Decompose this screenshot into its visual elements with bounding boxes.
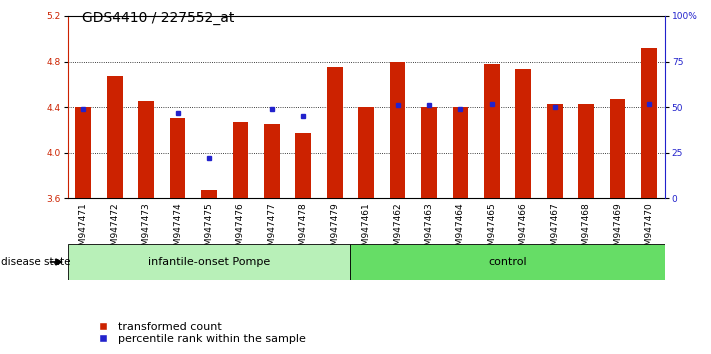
- Text: GSM947468: GSM947468: [582, 202, 591, 257]
- Text: GSM947477: GSM947477: [267, 202, 277, 257]
- Bar: [107, 76, 122, 198]
- Text: GSM947463: GSM947463: [424, 202, 434, 257]
- Text: GSM947474: GSM947474: [173, 202, 182, 257]
- Bar: [170, 119, 186, 198]
- Text: GSM947472: GSM947472: [110, 202, 119, 257]
- Bar: [296, 133, 311, 198]
- Text: GSM947465: GSM947465: [488, 202, 496, 257]
- Text: GSM947478: GSM947478: [299, 202, 308, 257]
- Bar: [641, 48, 657, 198]
- Text: control: control: [488, 257, 527, 267]
- Text: GSM947473: GSM947473: [141, 202, 151, 257]
- Text: GSM947464: GSM947464: [456, 202, 465, 257]
- Text: GSM947462: GSM947462: [393, 202, 402, 257]
- Bar: [201, 190, 217, 198]
- Text: disease state: disease state: [1, 257, 71, 267]
- Bar: [390, 62, 405, 198]
- Text: GSM947461: GSM947461: [362, 202, 370, 257]
- Text: GSM947470: GSM947470: [645, 202, 653, 257]
- Bar: [327, 67, 343, 198]
- Text: GSM947475: GSM947475: [205, 202, 213, 257]
- Bar: [515, 69, 531, 198]
- Bar: [264, 124, 279, 198]
- Text: GSM947476: GSM947476: [236, 202, 245, 257]
- Text: infantile-onset Pompe: infantile-onset Pompe: [148, 257, 270, 267]
- Bar: [421, 107, 437, 198]
- Text: GSM947467: GSM947467: [550, 202, 560, 257]
- Bar: [68, 244, 351, 280]
- Bar: [358, 107, 374, 198]
- Bar: [547, 104, 562, 198]
- Bar: [232, 122, 248, 198]
- Text: GDS4410 / 227552_at: GDS4410 / 227552_at: [82, 11, 234, 25]
- Bar: [453, 107, 469, 198]
- Bar: [610, 99, 626, 198]
- Bar: [578, 104, 594, 198]
- Bar: [138, 101, 154, 198]
- Bar: [75, 107, 91, 198]
- Text: GSM947479: GSM947479: [330, 202, 339, 257]
- Text: GSM947471: GSM947471: [79, 202, 87, 257]
- Bar: [484, 64, 500, 198]
- Text: GSM947466: GSM947466: [519, 202, 528, 257]
- Legend: transformed count, percentile rank within the sample: transformed count, percentile rank withi…: [87, 317, 311, 348]
- Text: GSM947469: GSM947469: [613, 202, 622, 257]
- Bar: [351, 244, 665, 280]
